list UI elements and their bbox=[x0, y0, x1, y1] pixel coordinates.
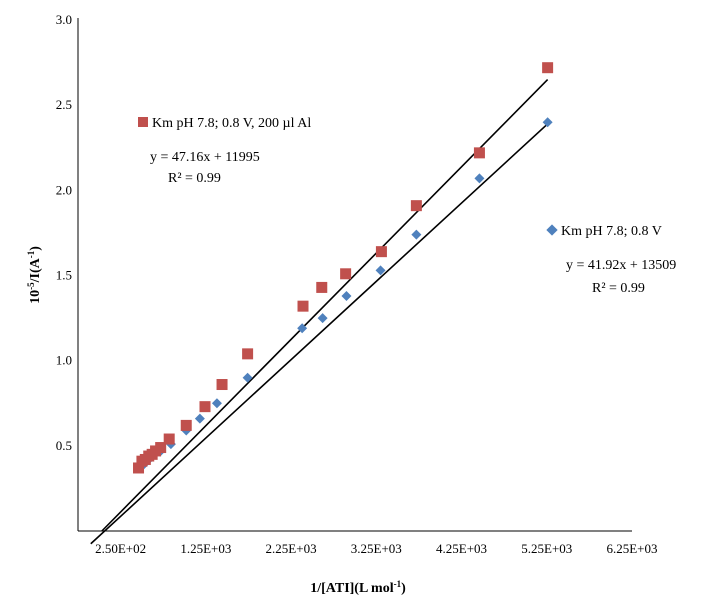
data-point-blue-diamond bbox=[317, 313, 328, 324]
data-point-red-square bbox=[199, 401, 211, 413]
data-point-blue-diamond bbox=[542, 117, 553, 128]
data-point-red-square bbox=[297, 300, 309, 312]
r2-red: R² = 0.99 bbox=[168, 171, 221, 186]
data-point-red-square bbox=[133, 462, 145, 474]
y-tick-label: 2.5 bbox=[56, 97, 72, 112]
data-point-blue-diamond bbox=[194, 413, 205, 424]
y-tick-label: 1.5 bbox=[56, 268, 72, 283]
data-point-blue-diamond bbox=[242, 372, 253, 383]
data-point-blue-diamond bbox=[474, 173, 485, 184]
legend-red-label: Km pH 7.8; 0.8 V, 200 µl Al bbox=[152, 116, 311, 131]
x-tick-label: 5.25E+03 bbox=[521, 541, 572, 556]
trendline-red bbox=[101, 79, 549, 532]
y-tick-label: 1.0 bbox=[56, 353, 72, 368]
x-tick-label: 3.25E+03 bbox=[351, 541, 402, 556]
legend-red-series: Km pH 7.8; 0.8 V, 200 µl Al y = 47.16x +… bbox=[138, 116, 311, 186]
data-point-red-square bbox=[316, 281, 328, 293]
data-point-blue-diamond bbox=[341, 290, 352, 301]
legend-blue-diamond-marker bbox=[546, 224, 558, 236]
trendlines bbox=[90, 79, 549, 545]
y-axis-title: 10-5/I(A-1) bbox=[26, 246, 43, 304]
x-tick-label: 2.50E+02 bbox=[95, 541, 146, 556]
data-point-red-square bbox=[180, 419, 192, 431]
data-point-red-square bbox=[473, 147, 485, 159]
x-tick-label: 4.25E+03 bbox=[436, 541, 487, 556]
x-tick-label: 2.25E+03 bbox=[266, 541, 317, 556]
axes bbox=[77, 18, 632, 532]
data-point-red-square bbox=[375, 246, 387, 258]
data-point-red-square bbox=[340, 268, 352, 280]
series-points bbox=[133, 62, 554, 474]
y-tick-label: 2.0 bbox=[56, 182, 72, 197]
y-tick-labels: 0.5 1.0 1.5 2.0 2.5 3.0 bbox=[56, 12, 72, 453]
data-point-blue-diamond bbox=[375, 265, 386, 276]
y-tick-label: 0.5 bbox=[56, 438, 72, 453]
data-point-red-square bbox=[163, 433, 175, 445]
x-tick-label: 1.25E+03 bbox=[180, 541, 231, 556]
x-tick-labels: 2.50E+02 1.25E+03 2.25E+03 3.25E+03 4.25E+03… bbox=[95, 541, 657, 556]
data-point-red-square bbox=[410, 200, 422, 212]
data-point-blue-diamond bbox=[411, 229, 422, 240]
legend-blue-series: Km pH 7.8; 0.8 V y = 41.92x + 13509 R² =… bbox=[546, 224, 676, 296]
legend-blue-label: Km pH 7.8; 0.8 V bbox=[561, 224, 662, 239]
trendline-blue bbox=[90, 123, 549, 545]
equation-blue: y = 41.92x + 13509 bbox=[566, 258, 676, 273]
x-tick-label: 6.25E+03 bbox=[606, 541, 657, 556]
x-axis-title: 1/[ATI](L mol-1) bbox=[310, 579, 406, 596]
data-point-red-square bbox=[216, 379, 228, 391]
r2-blue: R² = 0.99 bbox=[592, 281, 645, 296]
equation-red: y = 47.16x + 11995 bbox=[150, 150, 260, 165]
data-point-blue-diamond bbox=[297, 323, 308, 334]
data-point-red-square bbox=[242, 348, 254, 360]
y-tick-label: 3.0 bbox=[56, 12, 72, 27]
legend-red-square-marker bbox=[138, 117, 148, 127]
data-point-red-square bbox=[155, 442, 167, 454]
data-point-blue-diamond bbox=[211, 398, 222, 409]
data-point-red-square bbox=[542, 62, 554, 74]
